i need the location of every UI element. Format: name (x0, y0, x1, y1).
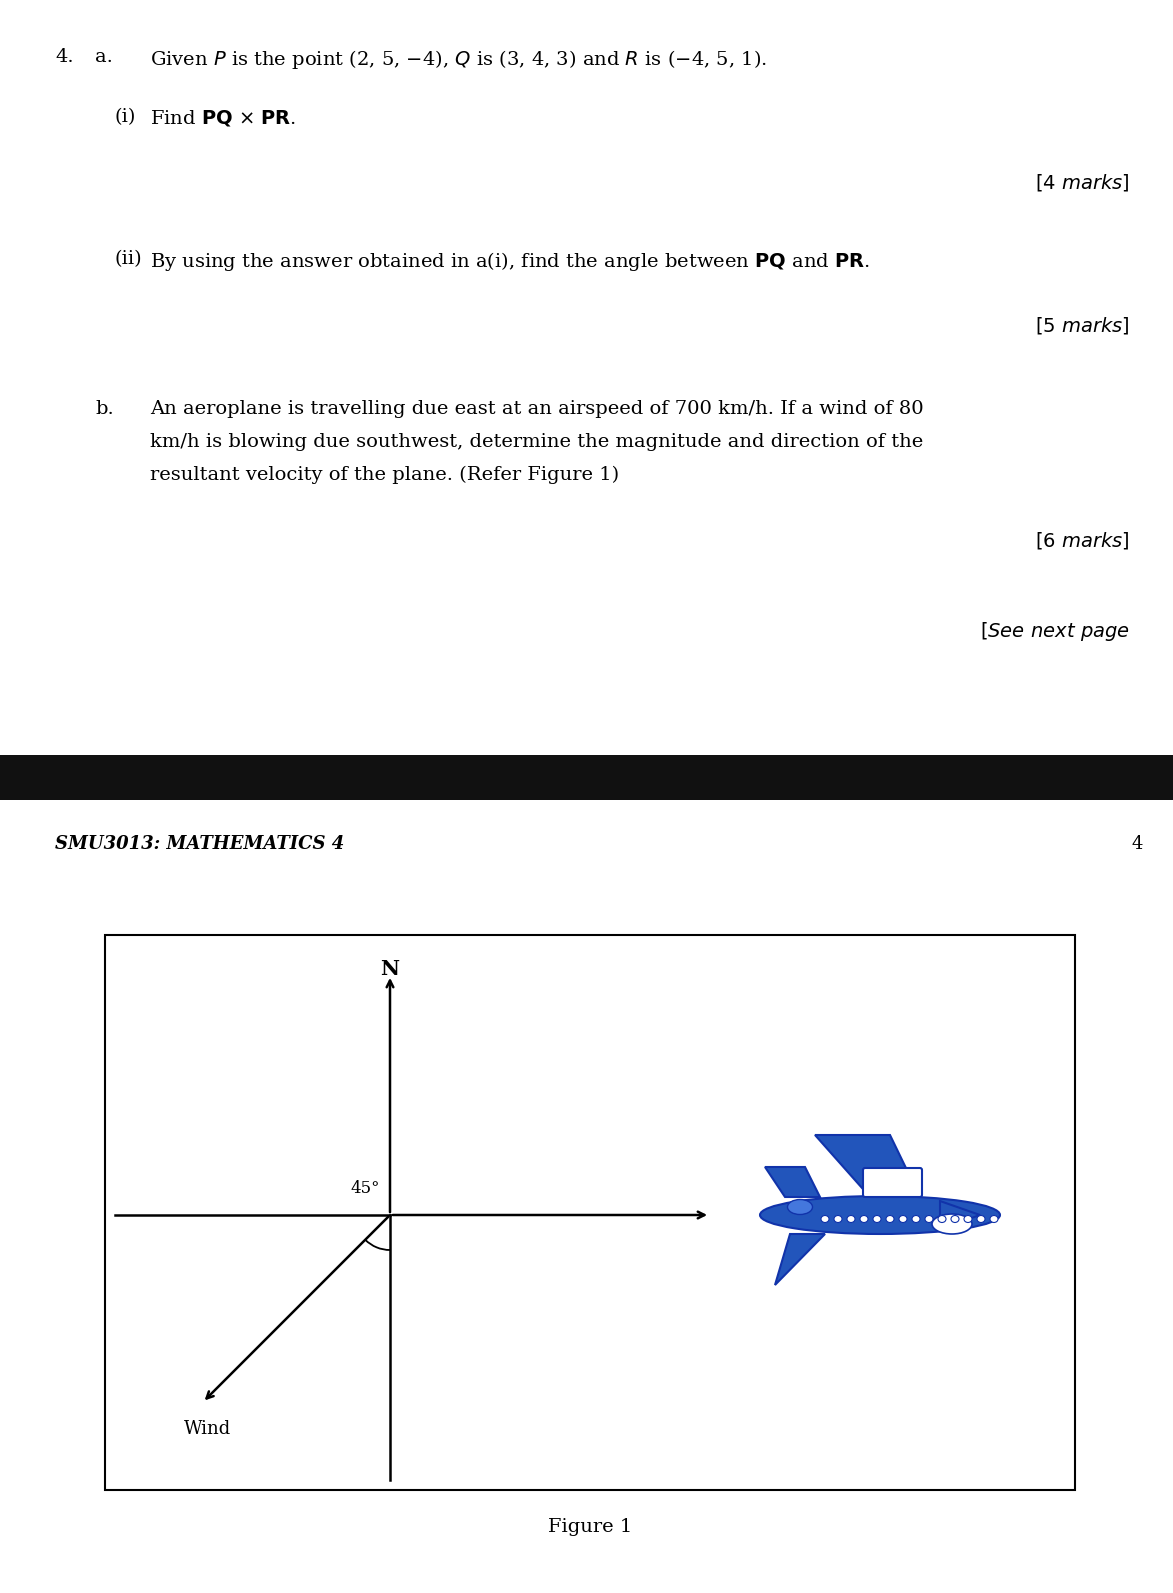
Bar (0, 755, 1173, 800)
Text: An aeroplane is travelling due east at an airspeed of 700 km/h. If a wind of 80: An aeroplane is travelling due east at a… (150, 400, 923, 417)
Text: km/h is blowing due southwest, determine the magnitude and direction of the: km/h is blowing due southwest, determine… (150, 433, 923, 451)
Ellipse shape (847, 1215, 855, 1222)
Text: 4.: 4. (55, 48, 74, 65)
Ellipse shape (964, 1215, 972, 1222)
Text: $\bf{\it{[5\ marks]}}$: $\bf{\it{[5\ marks]}}$ (1036, 315, 1130, 336)
Bar (106, 935, 1074, 1489)
Ellipse shape (787, 1200, 813, 1214)
Ellipse shape (860, 1215, 868, 1222)
Ellipse shape (977, 1215, 985, 1222)
Text: Figure 1: Figure 1 (548, 1518, 632, 1536)
Text: SMU3013: MATHEMATICS 4: SMU3013: MATHEMATICS 4 (55, 835, 344, 852)
Ellipse shape (760, 1196, 1001, 1235)
Text: b.: b. (95, 400, 114, 417)
Polygon shape (765, 1168, 820, 1196)
Text: Find $\mathbf{PQ}$ $\times$ $\mathbf{PR}$.: Find $\mathbf{PQ}$ $\times$ $\mathbf{PR}… (150, 108, 297, 127)
Text: resultant velocity of the plane. (Refer Figure 1): resultant velocity of the plane. (Refer … (150, 467, 619, 484)
Polygon shape (775, 1235, 825, 1286)
Ellipse shape (911, 1215, 920, 1222)
Ellipse shape (821, 1215, 829, 1222)
Text: Given $\it{P}$ is the point (2, 5, $-$4), $\it{Q}$ is (3, 4, 3) and $\it{R}$ is : Given $\it{P}$ is the point (2, 5, $-$4)… (150, 48, 767, 72)
Ellipse shape (938, 1215, 945, 1222)
Text: Wind: Wind (184, 1421, 231, 1438)
Ellipse shape (925, 1215, 933, 1222)
Text: N: N (380, 959, 400, 980)
Polygon shape (815, 1134, 920, 1196)
Ellipse shape (951, 1215, 960, 1222)
Text: $\bf{\it{[See\ next\ page}}$: $\bf{\it{[See\ next\ page}}$ (979, 620, 1130, 644)
Text: 4: 4 (1132, 835, 1143, 852)
Ellipse shape (990, 1215, 998, 1222)
Polygon shape (940, 1201, 979, 1230)
Text: $\bf{\it{[6\ marks]}}$: $\bf{\it{[6\ marks]}}$ (1036, 530, 1130, 551)
Text: By using the answer obtained in a(i), find the angle between $\mathbf{PQ}$ and $: By using the answer obtained in a(i), fi… (150, 250, 870, 272)
Ellipse shape (933, 1214, 972, 1235)
FancyBboxPatch shape (863, 1168, 922, 1196)
Ellipse shape (899, 1215, 907, 1222)
Text: a.: a. (95, 48, 113, 65)
Ellipse shape (873, 1215, 881, 1222)
Text: (i): (i) (115, 108, 136, 126)
Text: $\bf{\it{[4\ marks]}}$: $\bf{\it{[4\ marks]}}$ (1036, 172, 1130, 193)
Ellipse shape (886, 1215, 894, 1222)
Ellipse shape (834, 1215, 842, 1222)
Text: (ii): (ii) (115, 250, 143, 268)
Text: 45°: 45° (351, 1180, 380, 1196)
